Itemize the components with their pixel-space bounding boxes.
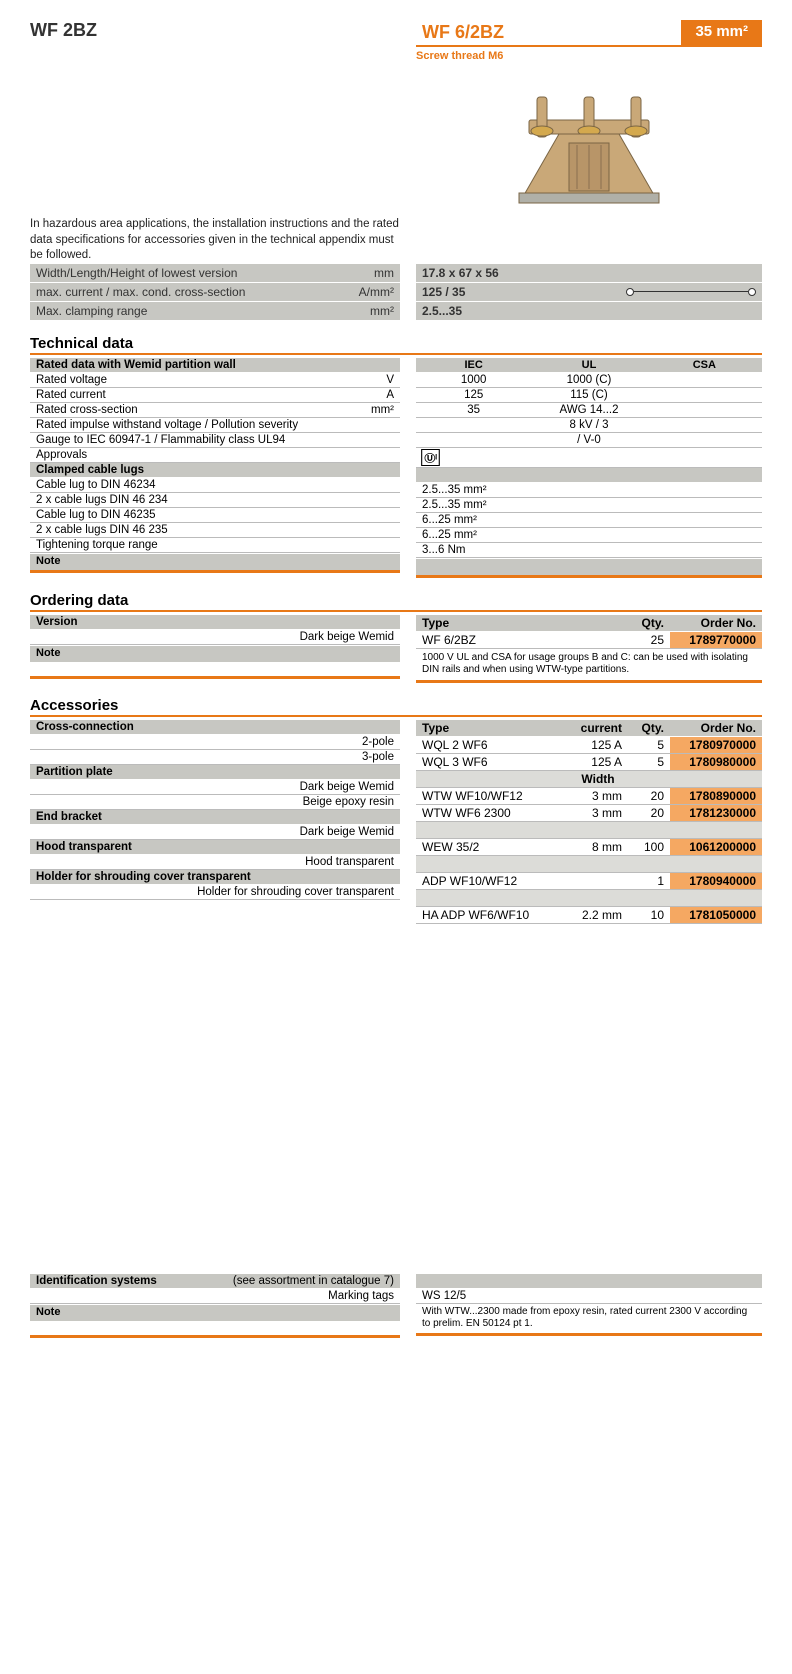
id-note-text: With WTW...2300 made from epoxy resin, r…	[416, 1304, 762, 1333]
note-label: Note	[30, 554, 400, 570]
acc-left-row: Beige epoxy resin	[30, 795, 400, 810]
tech-row: Rated cross-sectionmm²	[30, 403, 400, 418]
cable-val-row: 3...6 Nm	[416, 543, 762, 558]
acc-left-row: 3-pole	[30, 750, 400, 765]
ordering-left-header: Version	[30, 615, 400, 630]
acc-left-row: Hood transparent	[30, 855, 400, 870]
id-row: Marking tags	[30, 1289, 400, 1304]
product-image	[416, 62, 762, 257]
subtitle: Screw thread M6	[416, 50, 762, 62]
acc-row: WTW WF10/WF123 mm201780890000	[416, 788, 762, 805]
acc-blank-row	[416, 822, 762, 839]
dim-row: max. current / max. cond. cross-sectionA…	[30, 283, 400, 302]
tech-row: Rated voltageV	[30, 373, 400, 388]
section-title-technical: Technical data	[30, 335, 762, 355]
acc-group-header: Cross-connection	[30, 720, 400, 735]
page-title-left: WF 2BZ	[30, 20, 400, 41]
tech-val-row: 10001000 (C)	[416, 373, 762, 388]
dim-row: Width/Length/Height of lowest versionmm	[30, 264, 400, 283]
acc-group-header: Partition plate	[30, 765, 400, 780]
cable-val-row: 6...25 mm²	[416, 513, 762, 528]
cable-row: Cable lug to DIN 46235	[30, 508, 400, 523]
tech-val-row: / V-0	[416, 433, 762, 448]
cable-header: Clamped cable lugs	[30, 463, 400, 478]
tech-val-row: 35AWG 14...2	[416, 403, 762, 418]
ordering-note-text: 1000 V UL and CSA for usage groups B and…	[416, 649, 762, 680]
intro-text: In hazardous area applications, the inst…	[30, 217, 400, 264]
cable-val-row: 2.5...35 mm²	[416, 498, 762, 513]
id-right-header	[416, 1274, 762, 1289]
tech-val-row: 8 kV / 3	[416, 418, 762, 433]
approvals-row: Ⓤˡ	[416, 448, 762, 468]
cable-val-row: 6...25 mm²	[416, 528, 762, 543]
page-title-right: WF 6/2BZ	[416, 20, 681, 47]
note-label: Note	[30, 1305, 400, 1321]
id-systems-header: Identification systems(see assortment in…	[30, 1274, 400, 1289]
acc-row: WQL 2 WF6125 A51780970000	[416, 737, 762, 754]
tech-row: Rated impulse withstand voltage / Pollut…	[30, 418, 400, 433]
tech-val-row: 125115 (C)	[416, 388, 762, 403]
ordering-row: WF 6/2BZ 25 1789770000	[416, 632, 762, 649]
acc-left-row: Dark beige Wemid	[30, 825, 400, 840]
acc-row: ADP WF10/WF1211780940000	[416, 873, 762, 890]
tech-row: Rated currentA	[30, 388, 400, 403]
size-badge: 35 mm²	[681, 20, 762, 47]
acc-row: WQL 3 WF6125 A51780980000	[416, 754, 762, 771]
cable-row: Cable lug to DIN 46234	[30, 478, 400, 493]
ordering-left-row: Dark beige Wemid	[30, 630, 400, 645]
acc-left-row: Holder for shrouding cover transparent	[30, 885, 400, 900]
section-title-ordering: Ordering data	[30, 592, 762, 612]
acc-row: HA ADP WF6/WF102.2 mm101781050000	[416, 907, 762, 924]
acc-group-header: Hood transparent	[30, 840, 400, 855]
ordering-right-header: Type Qty. Order No.	[416, 615, 762, 632]
acc-row: WEW 35/28 mm1001061200000	[416, 839, 762, 856]
tech-row: Approvals	[30, 448, 400, 463]
acc-group-header: Holder for shrouding cover transparent	[30, 870, 400, 885]
tech-left-header: Rated data with Wemid partition wall	[30, 358, 400, 373]
dim-val-row: 17.8 x 67 x 56	[416, 264, 762, 283]
acc-left-row: Dark beige Wemid	[30, 780, 400, 795]
section-title-accessories: Accessories	[30, 697, 762, 717]
cable-val-row: 2.5...35 mm²	[416, 483, 762, 498]
id-val-row: WS 12/5	[416, 1289, 762, 1304]
cable-row: 2 x cable lugs DIN 46 234	[30, 493, 400, 508]
acc-group-header: End bracket	[30, 810, 400, 825]
acc-row: WTW WF6 23003 mm201781230000	[416, 805, 762, 822]
acc-width-row: Width	[416, 771, 762, 788]
acc-blank-row	[416, 890, 762, 907]
dim-val-row: 2.5...35	[416, 302, 762, 321]
ul-mark-icon: Ⓤˡ	[421, 449, 440, 466]
tech-row: Gauge to IEC 60947-1 / Flammability clas…	[30, 433, 400, 448]
note-blank	[416, 559, 762, 575]
cable-row: Tightening torque range	[30, 538, 400, 553]
tech-right-header: IECULCSA	[416, 358, 762, 373]
dim-val-row: 125 / 35	[416, 283, 762, 302]
acc-blank-row	[416, 856, 762, 873]
cable-header-blank	[416, 468, 762, 483]
cable-row: 2 x cable lugs DIN 46 235	[30, 523, 400, 538]
note-label: Note	[30, 646, 400, 662]
acc-left-row: 2-pole	[30, 735, 400, 750]
range-slider-icon	[626, 285, 756, 299]
dim-row: Max. clamping rangemm²	[30, 302, 400, 321]
acc-right-header: Type current Qty. Order No.	[416, 720, 762, 737]
